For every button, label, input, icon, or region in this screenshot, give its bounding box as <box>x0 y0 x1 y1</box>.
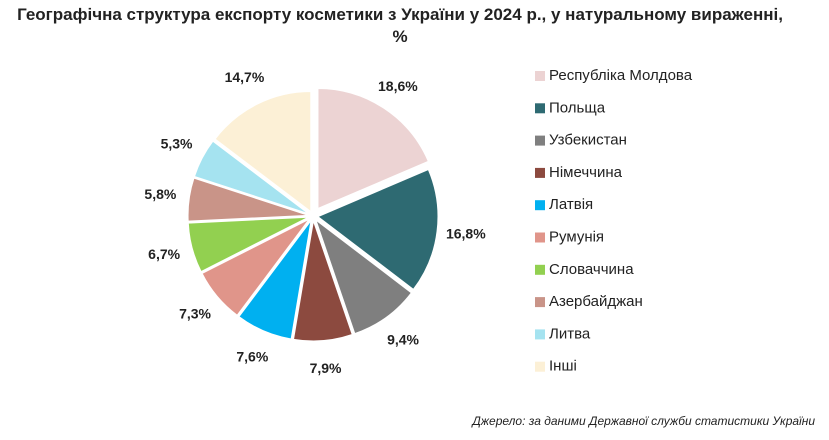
data-label: 5,3% <box>161 135 193 151</box>
data-label: 5,8% <box>144 186 176 202</box>
chart-title: Географічна структура експорту косметики… <box>17 5 783 46</box>
pie-slice <box>314 218 413 335</box>
data-label: 7,6% <box>236 348 268 364</box>
legend-label: Азербайджан <box>549 293 643 310</box>
legend-label: Узбекистан <box>549 132 627 149</box>
legend-label: Республіка Молдова <box>549 67 693 84</box>
pie-slice <box>316 168 439 291</box>
data-label: 16,8% <box>446 226 486 242</box>
data-label: 7,3% <box>179 306 211 322</box>
pie-slice <box>187 216 309 273</box>
pie-slice <box>187 177 309 222</box>
legend-swatch <box>535 232 545 243</box>
legend-label: Інші <box>549 358 577 375</box>
data-label: 14,7% <box>225 69 265 85</box>
legend-swatch <box>535 297 545 308</box>
pie-slice <box>238 220 312 340</box>
pie-slice <box>317 87 429 210</box>
data-label: 9,4% <box>387 332 419 348</box>
pie-slice <box>214 91 312 213</box>
legend-swatch <box>535 167 545 178</box>
legend-label: Польща <box>549 99 606 116</box>
data-label: 7,9% <box>310 360 342 376</box>
legend-swatch <box>535 135 545 146</box>
legend-swatch <box>535 329 545 340</box>
data-label: 18,6% <box>378 78 418 94</box>
source-note: Джерело: за даними Державної служби стат… <box>472 414 815 428</box>
legend-swatch <box>535 71 545 81</box>
pie-slice <box>193 140 309 215</box>
pie-slice <box>201 218 310 316</box>
legend-swatch <box>535 361 545 372</box>
legend-label: Словаччина <box>549 261 634 278</box>
legend-label: Румунія <box>549 228 604 245</box>
legend-label: Литва <box>549 325 591 342</box>
legend-label: Латвія <box>549 196 593 213</box>
legend-label: Німеччина <box>549 164 623 181</box>
pie-slice <box>292 220 353 342</box>
legend-swatch <box>535 264 545 275</box>
data-label: 6,7% <box>148 246 180 262</box>
legend-swatch <box>535 103 545 114</box>
legend-swatch <box>535 200 545 211</box>
